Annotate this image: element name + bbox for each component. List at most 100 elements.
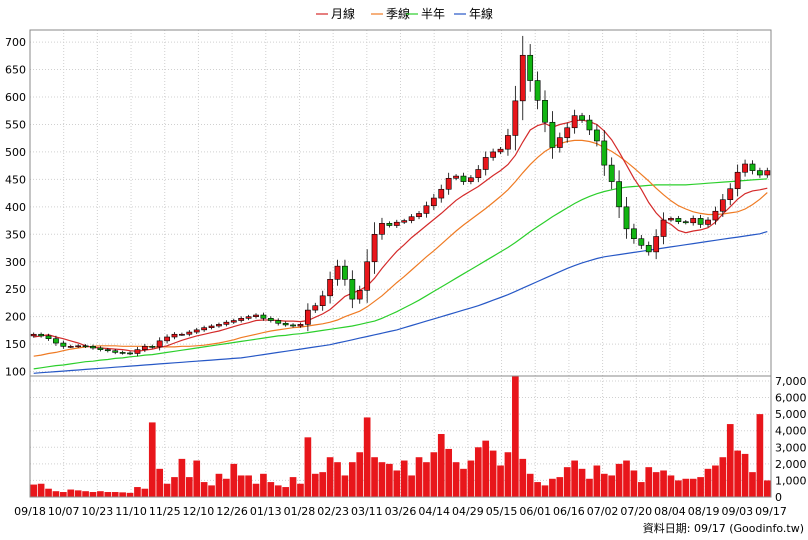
candlestick	[408, 214, 415, 224]
volume-bar	[697, 477, 704, 497]
price-tick-label: 550	[5, 118, 26, 131]
ma-year-line	[33, 231, 768, 374]
price-tick-label: 250	[5, 283, 26, 296]
candle-body-down	[104, 349, 111, 352]
candle-body-up	[416, 213, 422, 218]
candle-body-up	[253, 314, 259, 317]
volume-tick-label: 3,000	[775, 441, 807, 454]
candlestick	[97, 346, 104, 352]
volume-bar	[193, 460, 201, 497]
candlestick	[438, 184, 445, 203]
candlestick	[645, 241, 652, 256]
candle-body-down	[645, 244, 652, 253]
volume-bar	[363, 417, 371, 497]
candlestick	[571, 109, 578, 134]
volume-bar	[489, 450, 497, 497]
candlestick	[497, 146, 504, 155]
date-tick-label: 12/10	[183, 505, 215, 518]
candlestick	[445, 172, 452, 195]
moving-average-lines	[33, 119, 768, 374]
legend-item-year: 年線	[454, 6, 493, 21]
candlestick	[356, 285, 363, 304]
volume-axis: 0 1,000 2,000 3,000 4,000 5,000 6,000 7,000	[775, 375, 807, 504]
candle-body-up	[312, 305, 319, 311]
candle-body-down	[282, 322, 289, 326]
candlestick	[579, 112, 585, 123]
candlestick	[638, 234, 645, 250]
candle-body-down	[631, 228, 637, 239]
volume-bars	[30, 376, 771, 497]
candle-body-up	[571, 115, 578, 129]
candlestick	[705, 217, 711, 228]
volume-bar	[734, 450, 741, 497]
volume-bar	[608, 475, 616, 497]
price-tick-label: 150	[5, 338, 26, 351]
candle-body-up	[393, 221, 400, 226]
candlestick	[82, 344, 89, 348]
volume-bar	[541, 485, 549, 497]
volume-bar	[334, 462, 341, 497]
date-tick-label: 09/17	[755, 505, 787, 518]
date-tick-label: 03/11	[351, 505, 383, 518]
volume-bar	[615, 463, 623, 497]
volume-bar	[386, 463, 393, 497]
volume-bar	[237, 475, 245, 497]
candle-body-down	[682, 221, 689, 224]
candlestick	[201, 325, 208, 332]
candlestick	[75, 344, 82, 348]
candlestick	[90, 344, 96, 350]
volume-bar	[311, 473, 319, 497]
candle-body-down	[275, 320, 282, 324]
candlestick	[534, 71, 541, 110]
candle-body-up	[67, 346, 74, 348]
candle-body-up	[364, 261, 371, 291]
candlestick	[245, 314, 252, 321]
candle-body-up	[230, 320, 237, 323]
candle-body-down	[82, 345, 89, 348]
candlestick	[30, 332, 37, 338]
price-tick-label: 600	[5, 91, 26, 104]
date-tick-label: 02/23	[317, 505, 349, 518]
date-tick-label: 10/23	[82, 505, 114, 518]
candle-body-down	[542, 99, 548, 123]
candlestick	[697, 214, 704, 228]
price-tick-label: 400	[5, 201, 26, 214]
volume-bar	[356, 452, 364, 497]
volume-bar	[667, 475, 675, 497]
volume-tick-label: 6,000	[775, 392, 807, 405]
candlestick	[749, 160, 756, 175]
candle-body-down	[260, 314, 267, 319]
candle-body-down	[616, 181, 622, 208]
candle-body-up	[75, 345, 82, 348]
volume-bar	[104, 492, 112, 497]
volume-bar	[578, 468, 586, 497]
candlestick	[127, 351, 133, 356]
volume-bar	[556, 477, 564, 497]
candlestick	[60, 340, 67, 349]
volume-bar	[408, 475, 415, 497]
candle-body-up	[319, 295, 326, 307]
candlestick	[393, 219, 400, 228]
price-tick-label: 350	[5, 228, 26, 241]
volume-bar	[504, 452, 512, 497]
candlestick	[179, 332, 185, 336]
candle-body-up	[30, 333, 37, 337]
candle-body-up	[512, 100, 519, 136]
candlestick	[490, 148, 497, 161]
candlestick	[290, 323, 296, 328]
candle-body-up	[141, 346, 148, 350]
candle-body-up	[423, 205, 430, 214]
candle-body-down	[675, 218, 682, 222]
volume-bar	[682, 478, 690, 497]
candle-body-down	[290, 324, 296, 327]
candle-body-up	[223, 321, 230, 325]
volume-bar	[289, 477, 297, 497]
candlestick	[149, 344, 156, 349]
candlestick	[712, 206, 719, 225]
candle-body-down	[45, 335, 52, 339]
volume-bar	[452, 462, 460, 497]
candle-body-up	[171, 333, 178, 338]
volume-bar	[74, 490, 82, 497]
candlestick	[549, 111, 556, 159]
